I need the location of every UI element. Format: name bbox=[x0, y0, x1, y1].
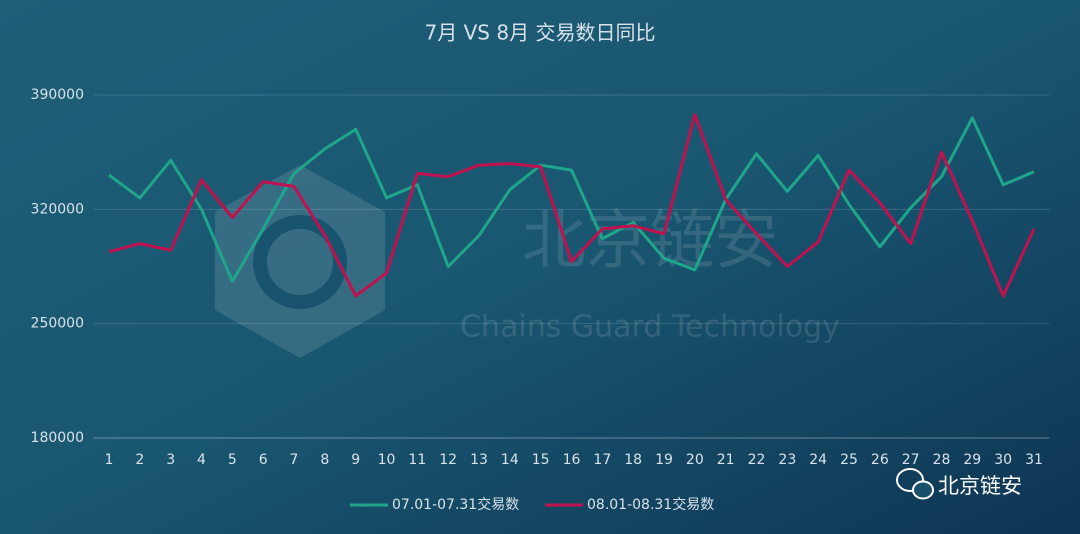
series-line bbox=[108, 116, 1035, 283]
legend-label: 07.01-07.31交易数 bbox=[392, 496, 519, 513]
x-tick-label: 24 bbox=[809, 452, 827, 468]
series-line bbox=[108, 113, 1036, 298]
x-tick-label: 3 bbox=[166, 452, 175, 468]
x-tick-label: 7 bbox=[290, 452, 299, 468]
wechat-icon bbox=[896, 468, 934, 500]
x-tick-label: 17 bbox=[593, 452, 611, 468]
x-tick-label: 23 bbox=[778, 452, 796, 468]
x-tick-label: 13 bbox=[470, 452, 488, 468]
x-tick-label: 1 bbox=[105, 452, 114, 468]
x-tick-label: 28 bbox=[933, 452, 951, 468]
x-tick-label: 22 bbox=[748, 452, 766, 468]
x-tick-label: 25 bbox=[840, 452, 858, 468]
y-tick-label: 390000 bbox=[31, 87, 84, 103]
x-tick-label: 30 bbox=[994, 452, 1012, 468]
x-tick-label: 2 bbox=[135, 452, 144, 468]
x-tick-label: 11 bbox=[408, 452, 426, 468]
x-tick-label: 21 bbox=[717, 452, 735, 468]
brand: 北京链安 bbox=[938, 474, 1022, 498]
x-tick-label: 31 bbox=[1025, 452, 1043, 468]
y-tick-label: 320000 bbox=[31, 201, 84, 217]
x-tick-label: 29 bbox=[963, 452, 981, 468]
x-tick-label: 5 bbox=[228, 452, 237, 468]
x-tick-label: 14 bbox=[501, 452, 519, 468]
x-tick-label: 10 bbox=[378, 452, 396, 468]
legend-label: 08.01-08.31交易数 bbox=[587, 496, 714, 513]
x-tick-label: 26 bbox=[871, 452, 889, 468]
chart-title: 7月 VS 8月 交易数日同比 bbox=[425, 21, 656, 45]
x-tick-label: 27 bbox=[902, 452, 920, 468]
x-tick-label: 9 bbox=[351, 452, 360, 468]
x-tick-label: 12 bbox=[439, 452, 457, 468]
x-tick-label: 16 bbox=[563, 452, 581, 468]
y-tick-label: 250000 bbox=[31, 316, 84, 332]
x-tick-label: 6 bbox=[259, 452, 268, 468]
x-tick-label: 8 bbox=[320, 452, 329, 468]
x-tick-label: 20 bbox=[686, 452, 704, 468]
x-tick-label: 19 bbox=[655, 452, 673, 468]
x-tick-label: 18 bbox=[624, 452, 642, 468]
x-tick-label: 15 bbox=[532, 452, 550, 468]
watermark-subtitle: Chains Guard Technology bbox=[460, 310, 840, 345]
x-tick-label: 4 bbox=[197, 452, 206, 468]
y-tick-label: 180000 bbox=[31, 430, 84, 446]
